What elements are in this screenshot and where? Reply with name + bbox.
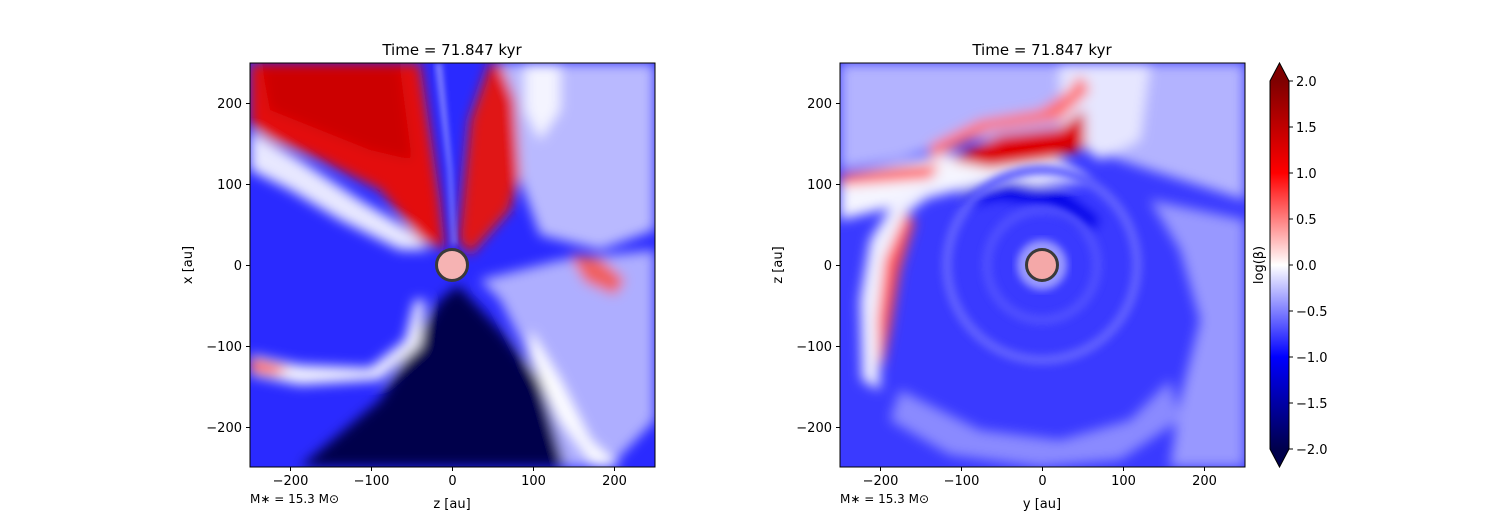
left-xtick-label: 100 <box>521 474 546 489</box>
left-ytick-label: 0 <box>234 259 242 274</box>
left-xtick-label: 0 <box>448 474 456 489</box>
left-white-band-right <box>525 63 560 140</box>
right-xtick-label: 0 <box>1038 474 1046 489</box>
left-dark-wedge <box>300 285 565 467</box>
colorbar-tick-label: 1.0 <box>1296 167 1317 182</box>
right-x-ticks: −200 −100 0 100 200 <box>863 467 1217 489</box>
right-xlabel: y [au] <box>1023 497 1061 512</box>
left-mass-annotation: M∗ = 15.3 M⊙ <box>250 492 339 506</box>
colorbar-tick-label: 1.5 <box>1296 121 1317 136</box>
left-red-core-upper-left <box>262 68 412 160</box>
colorbar-tick-label: −1.0 <box>1296 351 1328 366</box>
left-white-strip-lower <box>530 330 620 467</box>
colorbar-tick-label: 2.0 <box>1296 75 1317 90</box>
right-red-core <box>950 110 1085 168</box>
right-title: Time = 71.847 kyr <box>971 41 1112 59</box>
colorbar: 2.0 1.5 1.0 0.5 0.0 −0.5 −1.0 −1.5 −2.0 log(β) <box>1252 61 1328 469</box>
right-mass-annotation: M∗ = 15.3 M⊙ <box>840 492 929 506</box>
colorbar-tick-label: −0.5 <box>1296 305 1328 320</box>
colorbar-tick-label: −1.5 <box>1296 397 1328 412</box>
right-red-thin-left <box>840 165 940 185</box>
left-y-ticks: 200 100 0 −100 −200 <box>206 97 250 436</box>
left-ylabel: x [au] <box>181 246 196 284</box>
right-ylabel: z [au] <box>771 246 786 283</box>
left-white-arc <box>250 300 425 385</box>
left-title: Time = 71.847 kyr <box>381 41 522 59</box>
left-xtick-label: 200 <box>602 474 627 489</box>
right-ytick-label: 200 <box>807 97 832 112</box>
left-xtick-label: −100 <box>354 474 390 489</box>
right-ytick-label: 100 <box>807 178 832 193</box>
right-ytick-label: −100 <box>796 340 832 355</box>
left-white-band-left <box>250 130 430 250</box>
colorbar-ticks: 2.0 1.5 1.0 0.5 0.0 −0.5 −1.0 −1.5 −2.0 <box>1289 75 1328 458</box>
right-xtick-label: −100 <box>944 474 980 489</box>
left-red-arc-edge <box>250 358 290 375</box>
left-jet-filament <box>435 63 456 245</box>
colorbar-label: log(β) <box>1252 246 1267 284</box>
right-ring-outer <box>942 165 1142 365</box>
left-ytick-label: 200 <box>217 97 242 112</box>
left-ytick-label: −200 <box>206 421 242 436</box>
colorbar-extend-bottom <box>1270 449 1289 467</box>
right-ytick-label: −200 <box>796 421 832 436</box>
left-red-patch-right <box>570 255 625 295</box>
right-white-arm <box>860 175 945 390</box>
left-ytick-label: 100 <box>217 178 242 193</box>
left-xlabel: z [au] <box>433 497 470 512</box>
right-xtick-label: 100 <box>1111 474 1136 489</box>
left-light-region-lower-right <box>480 250 655 467</box>
right-ring-inner <box>982 205 1102 325</box>
colorbar-tick-label: −2.0 <box>1296 443 1328 458</box>
right-light-swirl-lower <box>890 380 1180 467</box>
right-xtick-label: −200 <box>863 474 899 489</box>
left-heatmap <box>250 63 655 467</box>
right-red-band <box>930 75 1090 160</box>
right-heatmap <box>840 63 1245 467</box>
right-y-ticks: 200 100 0 −100 −200 <box>796 97 840 436</box>
left-ytick-label: −100 <box>206 340 242 355</box>
right-star-circle <box>1025 248 1059 282</box>
right-dark-arc <box>960 180 1100 230</box>
colorbar-gradient <box>1270 81 1289 449</box>
left-x-ticks: −200 −100 0 100 200 <box>273 467 627 489</box>
right-xtick-label: 200 <box>1192 474 1217 489</box>
colorbar-tick-label: 0.5 <box>1296 213 1317 228</box>
left-xtick-label: −200 <box>273 474 309 489</box>
left-panel: Time = 71.847 kyr <box>181 41 656 512</box>
left-red-lobe-upper-right <box>458 63 530 255</box>
right-light-swirl-right <box>1150 200 1245 467</box>
colorbar-tick-label: 0.0 <box>1296 259 1317 274</box>
left-star-circle <box>435 248 469 282</box>
right-panel: Time = 71.847 kyr <box>771 41 1246 512</box>
right-ytick-label: 0 <box>824 259 832 274</box>
colorbar-extend-top <box>1270 63 1289 81</box>
